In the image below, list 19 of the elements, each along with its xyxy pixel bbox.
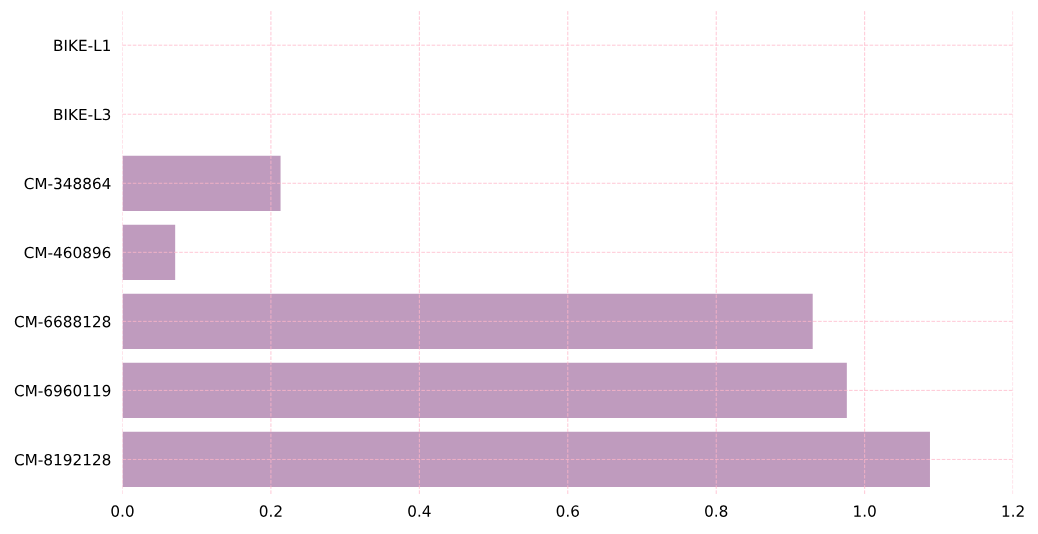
x-tick-label: 0.6 <box>556 505 579 517</box>
x-tick-label: 0.2 <box>259 505 282 517</box>
x-tick-label: 1.2 <box>1002 505 1024 517</box>
x-tick-label: 1.0 <box>854 505 876 517</box>
x-tick-label: 0.0 <box>111 505 134 517</box>
y-tick-label: CM-348864 <box>24 177 111 190</box>
bar <box>122 293 813 349</box>
bar <box>122 362 847 419</box>
y-tick-label: CM-6960119 <box>14 384 111 397</box>
bar <box>122 155 281 211</box>
y-tick-label: BIKE-L3 <box>54 108 111 121</box>
y-tick-label: CM-8192128 <box>14 453 111 466</box>
bar <box>122 431 930 488</box>
x-tick-label: 0.4 <box>408 505 431 517</box>
bar <box>122 224 176 280</box>
x-tick-label: 0.8 <box>705 505 728 517</box>
y-tick-label: CM-6688128 <box>14 315 111 328</box>
y-tick-label: CM-460896 <box>24 246 111 259</box>
y-tick-label: BIKE-L1 <box>54 39 110 51</box>
